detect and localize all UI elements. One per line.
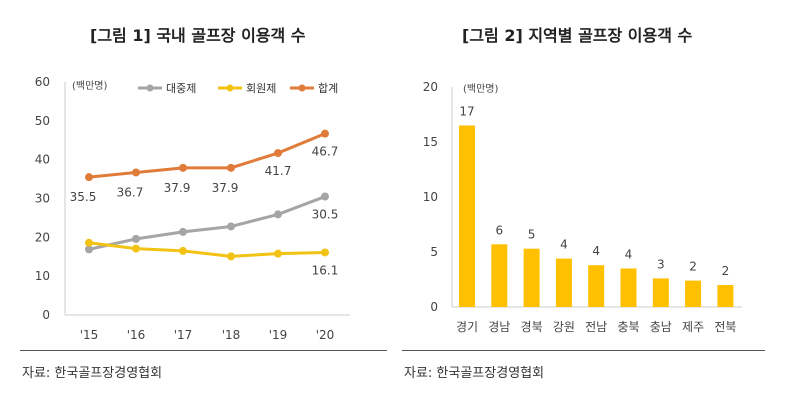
data-point: [85, 173, 93, 182]
chart2-source: 자료: 한국골프장경영협회: [404, 366, 545, 381]
legend-label: 회원제: [246, 82, 276, 95]
y-tick-label: 40: [35, 153, 50, 167]
data-point: [85, 245, 93, 254]
legend-marker: [298, 84, 306, 92]
data-point: [227, 252, 235, 261]
legend-marker: [146, 84, 154, 92]
legend-marker: [226, 84, 234, 92]
data-label: 2: [722, 264, 730, 278]
unit-label: (백만명): [463, 83, 499, 95]
data-label: 6: [495, 223, 503, 237]
data-point: [132, 168, 140, 177]
data-label: 30.5: [312, 208, 339, 222]
data-label: 46.7: [312, 145, 339, 159]
data-point: [274, 249, 282, 258]
unit-label: (백만명): [72, 80, 108, 92]
data-point: [321, 192, 329, 201]
x-tick-label: 경남: [488, 320, 510, 334]
chart1-source: 자료: 한국골프장경영협회: [22, 366, 163, 381]
bar-경남: [491, 244, 508, 307]
bar-충남: [652, 278, 669, 307]
data-point: [85, 238, 93, 247]
bar-경북: [523, 248, 540, 307]
data-point: [321, 248, 329, 257]
data-label: 37.9: [212, 181, 239, 195]
series-line-합계: [88, 132, 326, 179]
data-point: [274, 210, 282, 219]
data-label: 5: [528, 228, 536, 242]
data-label: 17: [459, 105, 474, 119]
data-point: [179, 227, 187, 236]
x-tick-label: '18: [222, 328, 241, 342]
data-point: [227, 163, 235, 172]
y-tick-label: 0: [42, 308, 50, 322]
x-tick-label: 경북: [521, 320, 543, 334]
bar-충북: [620, 268, 637, 307]
bar-제주: [685, 280, 702, 307]
data-point: [132, 234, 140, 243]
series-line-대중제: [88, 195, 326, 251]
data-point: [321, 129, 329, 138]
data-point: [179, 246, 187, 255]
y-tick-label: 30: [35, 192, 50, 206]
data-point: [274, 149, 282, 158]
x-tick-label: 전북: [714, 320, 736, 334]
data-label: 41.7: [265, 164, 292, 178]
y-tick-label: 10: [35, 269, 50, 283]
series-line-회원제: [88, 241, 326, 258]
y-tick-label: 20: [35, 230, 50, 244]
data-label: 4: [560, 238, 568, 252]
chart1-title: [그림 1] 국내 골프장 이용객 수: [90, 26, 306, 45]
bar-강원: [555, 258, 572, 307]
y-tick-label: 0: [430, 300, 438, 314]
data-label: 4: [592, 244, 600, 258]
bar-전북: [717, 285, 734, 307]
x-tick-label: '16: [127, 328, 146, 342]
data-label: 4: [625, 248, 633, 262]
y-tick-label: 60: [35, 75, 50, 89]
data-point: [179, 163, 187, 172]
x-tick-label: 전남: [585, 320, 607, 334]
data-label: 2: [689, 260, 697, 274]
chart2-title: [그림 2] 지역별 골프장 이용객 수: [462, 26, 693, 45]
y-tick-label: 50: [35, 114, 50, 128]
x-tick-label: '15: [80, 328, 99, 342]
divider: [20, 350, 387, 351]
legend-label: 대중제: [166, 82, 196, 95]
bar-경기: [459, 125, 475, 307]
data-point: [132, 244, 140, 253]
divider: [402, 350, 765, 351]
legend-label: 합계: [318, 82, 338, 95]
data-label: 37.9: [164, 181, 191, 195]
x-tick-label: '17: [174, 328, 193, 342]
x-tick-label: '20: [316, 328, 335, 342]
data-label: 16.1: [312, 263, 339, 277]
x-tick-label: 충북: [617, 320, 639, 334]
data-label: 3: [657, 257, 665, 271]
bar-전남: [588, 265, 605, 307]
x-tick-label: 충남: [650, 320, 672, 334]
data-label: 36.7: [117, 185, 144, 199]
y-tick-label: 20: [423, 80, 438, 94]
y-tick-label: 15: [423, 135, 438, 149]
x-tick-label: 제주: [682, 320, 704, 334]
x-tick-label: 경기: [456, 320, 478, 334]
x-tick-label: '19: [269, 328, 288, 342]
data-label: 35.5: [70, 190, 97, 204]
x-tick-label: 강원: [553, 320, 575, 334]
y-tick-label: 10: [423, 190, 438, 204]
y-tick-label: 5: [430, 245, 438, 259]
data-point: [227, 222, 235, 231]
